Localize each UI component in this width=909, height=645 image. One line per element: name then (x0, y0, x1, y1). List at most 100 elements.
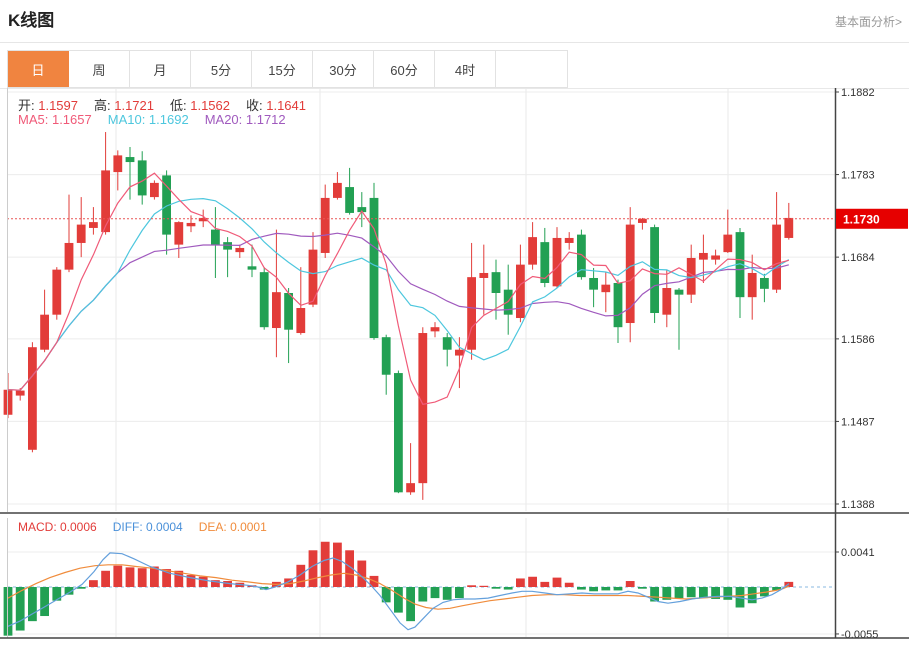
info-pair: 高: 1.1721 (94, 98, 154, 113)
macd-bar (699, 587, 708, 599)
macd-bar (406, 587, 415, 622)
price-tick-label: 1.1783 (841, 170, 875, 182)
macd-bar (613, 587, 623, 591)
info-pair: 低: 1.1562 (170, 98, 230, 113)
macd-bar (686, 587, 696, 598)
tab-月[interactable]: 月 (130, 51, 191, 87)
macd-info: MACD: 0.0006 DIFF: 0.0004 DEA: 0.0001 (18, 520, 283, 534)
candle (137, 160, 147, 196)
candle (320, 197, 330, 253)
macd-bar (284, 578, 293, 587)
ma10-line (7, 197, 790, 391)
macd-bar (418, 587, 428, 602)
candle (735, 232, 745, 298)
macd-bar (589, 587, 598, 592)
info-pair: 收: 1.1641 (246, 98, 306, 113)
candle (674, 289, 684, 295)
macd-bar (150, 566, 159, 587)
macd-bar (320, 541, 330, 587)
tab-60分[interactable]: 60分 (374, 51, 435, 87)
candle (333, 182, 342, 198)
candle (467, 277, 476, 350)
macd-bar (381, 587, 391, 603)
candle (284, 292, 293, 330)
header-divider (0, 42, 909, 43)
candle (247, 266, 257, 270)
candle (174, 222, 184, 245)
info-pair: DIFF: 0.0004 (112, 520, 183, 534)
macd-bar (601, 587, 611, 591)
candle (772, 224, 781, 290)
macd-bar (125, 567, 135, 587)
macd-bar (723, 587, 733, 600)
macd-bar (711, 587, 720, 599)
ma20-line (7, 232, 789, 391)
macd-bar (564, 582, 574, 587)
candle (235, 247, 245, 253)
candle (430, 327, 440, 332)
tab-5分[interactable]: 5分 (191, 51, 252, 87)
macd-bar (662, 587, 672, 600)
macd-bar (467, 585, 476, 587)
macd-bar (772, 587, 781, 591)
current-price-badge-label: 1.1730 (843, 212, 880, 226)
info-pair: MACD: 0.0006 (18, 520, 97, 534)
info-pair: MA5: 1.1657 (18, 112, 92, 127)
candle (686, 257, 696, 295)
candle (711, 255, 720, 260)
tab-4时[interactable]: 4时 (435, 51, 496, 87)
macd-bar (162, 569, 171, 587)
candle (491, 272, 501, 293)
candle (64, 242, 74, 270)
macd-bar (40, 587, 49, 617)
candle (406, 483, 415, 493)
diff-line (7, 552, 790, 631)
candle (308, 249, 318, 305)
macd-bar (479, 585, 489, 587)
info-pair: MA10: 1.1692 (107, 112, 189, 127)
candle (186, 222, 196, 227)
macd-bar (503, 587, 513, 590)
price-tick-label: 1.1684 (841, 252, 875, 264)
candle (564, 237, 574, 243)
candle (89, 222, 98, 228)
candle (76, 224, 86, 243)
tab-日[interactable]: 日 (8, 51, 69, 87)
candle (296, 308, 306, 334)
candle (601, 284, 611, 293)
price-tick-label: 1.1882 (841, 87, 875, 99)
price-tick-label: 1.1388 (841, 499, 875, 511)
candle (211, 229, 220, 245)
fundamental-analysis-link[interactable]: 基本面分析> (834, 15, 902, 29)
macd-bar (52, 587, 62, 601)
tabs-filler (496, 51, 567, 87)
tab-30分[interactable]: 30分 (313, 51, 374, 87)
price-tick-label: 1.1586 (841, 334, 875, 346)
macd-bar (674, 587, 684, 599)
interval-tabs: 日周月 5分 15分 30分 60分 4时 (7, 50, 568, 88)
macd-bar (747, 587, 757, 604)
ma5-line (7, 172, 789, 405)
tab-15分[interactable]: 15分 (252, 51, 313, 87)
current-price-badge (836, 208, 908, 229)
candle (516, 264, 525, 319)
macd-tick-label: -0.0055 (841, 629, 878, 641)
info-pair: MA20: 1.1712 (204, 112, 286, 127)
candle (662, 287, 672, 315)
macd-bar (64, 587, 74, 595)
macd-bar (174, 570, 184, 587)
candle (52, 269, 62, 315)
page-title: K线图 (8, 11, 55, 30)
candle (577, 234, 586, 278)
candle (198, 217, 208, 222)
candle (15, 390, 25, 396)
candle (442, 337, 452, 350)
macd-bar (357, 560, 367, 587)
tab-周[interactable]: 周 (69, 51, 130, 87)
macd-bar (28, 587, 37, 622)
macd-bar (15, 587, 25, 631)
macd-bar (198, 576, 208, 587)
candle (625, 224, 635, 324)
